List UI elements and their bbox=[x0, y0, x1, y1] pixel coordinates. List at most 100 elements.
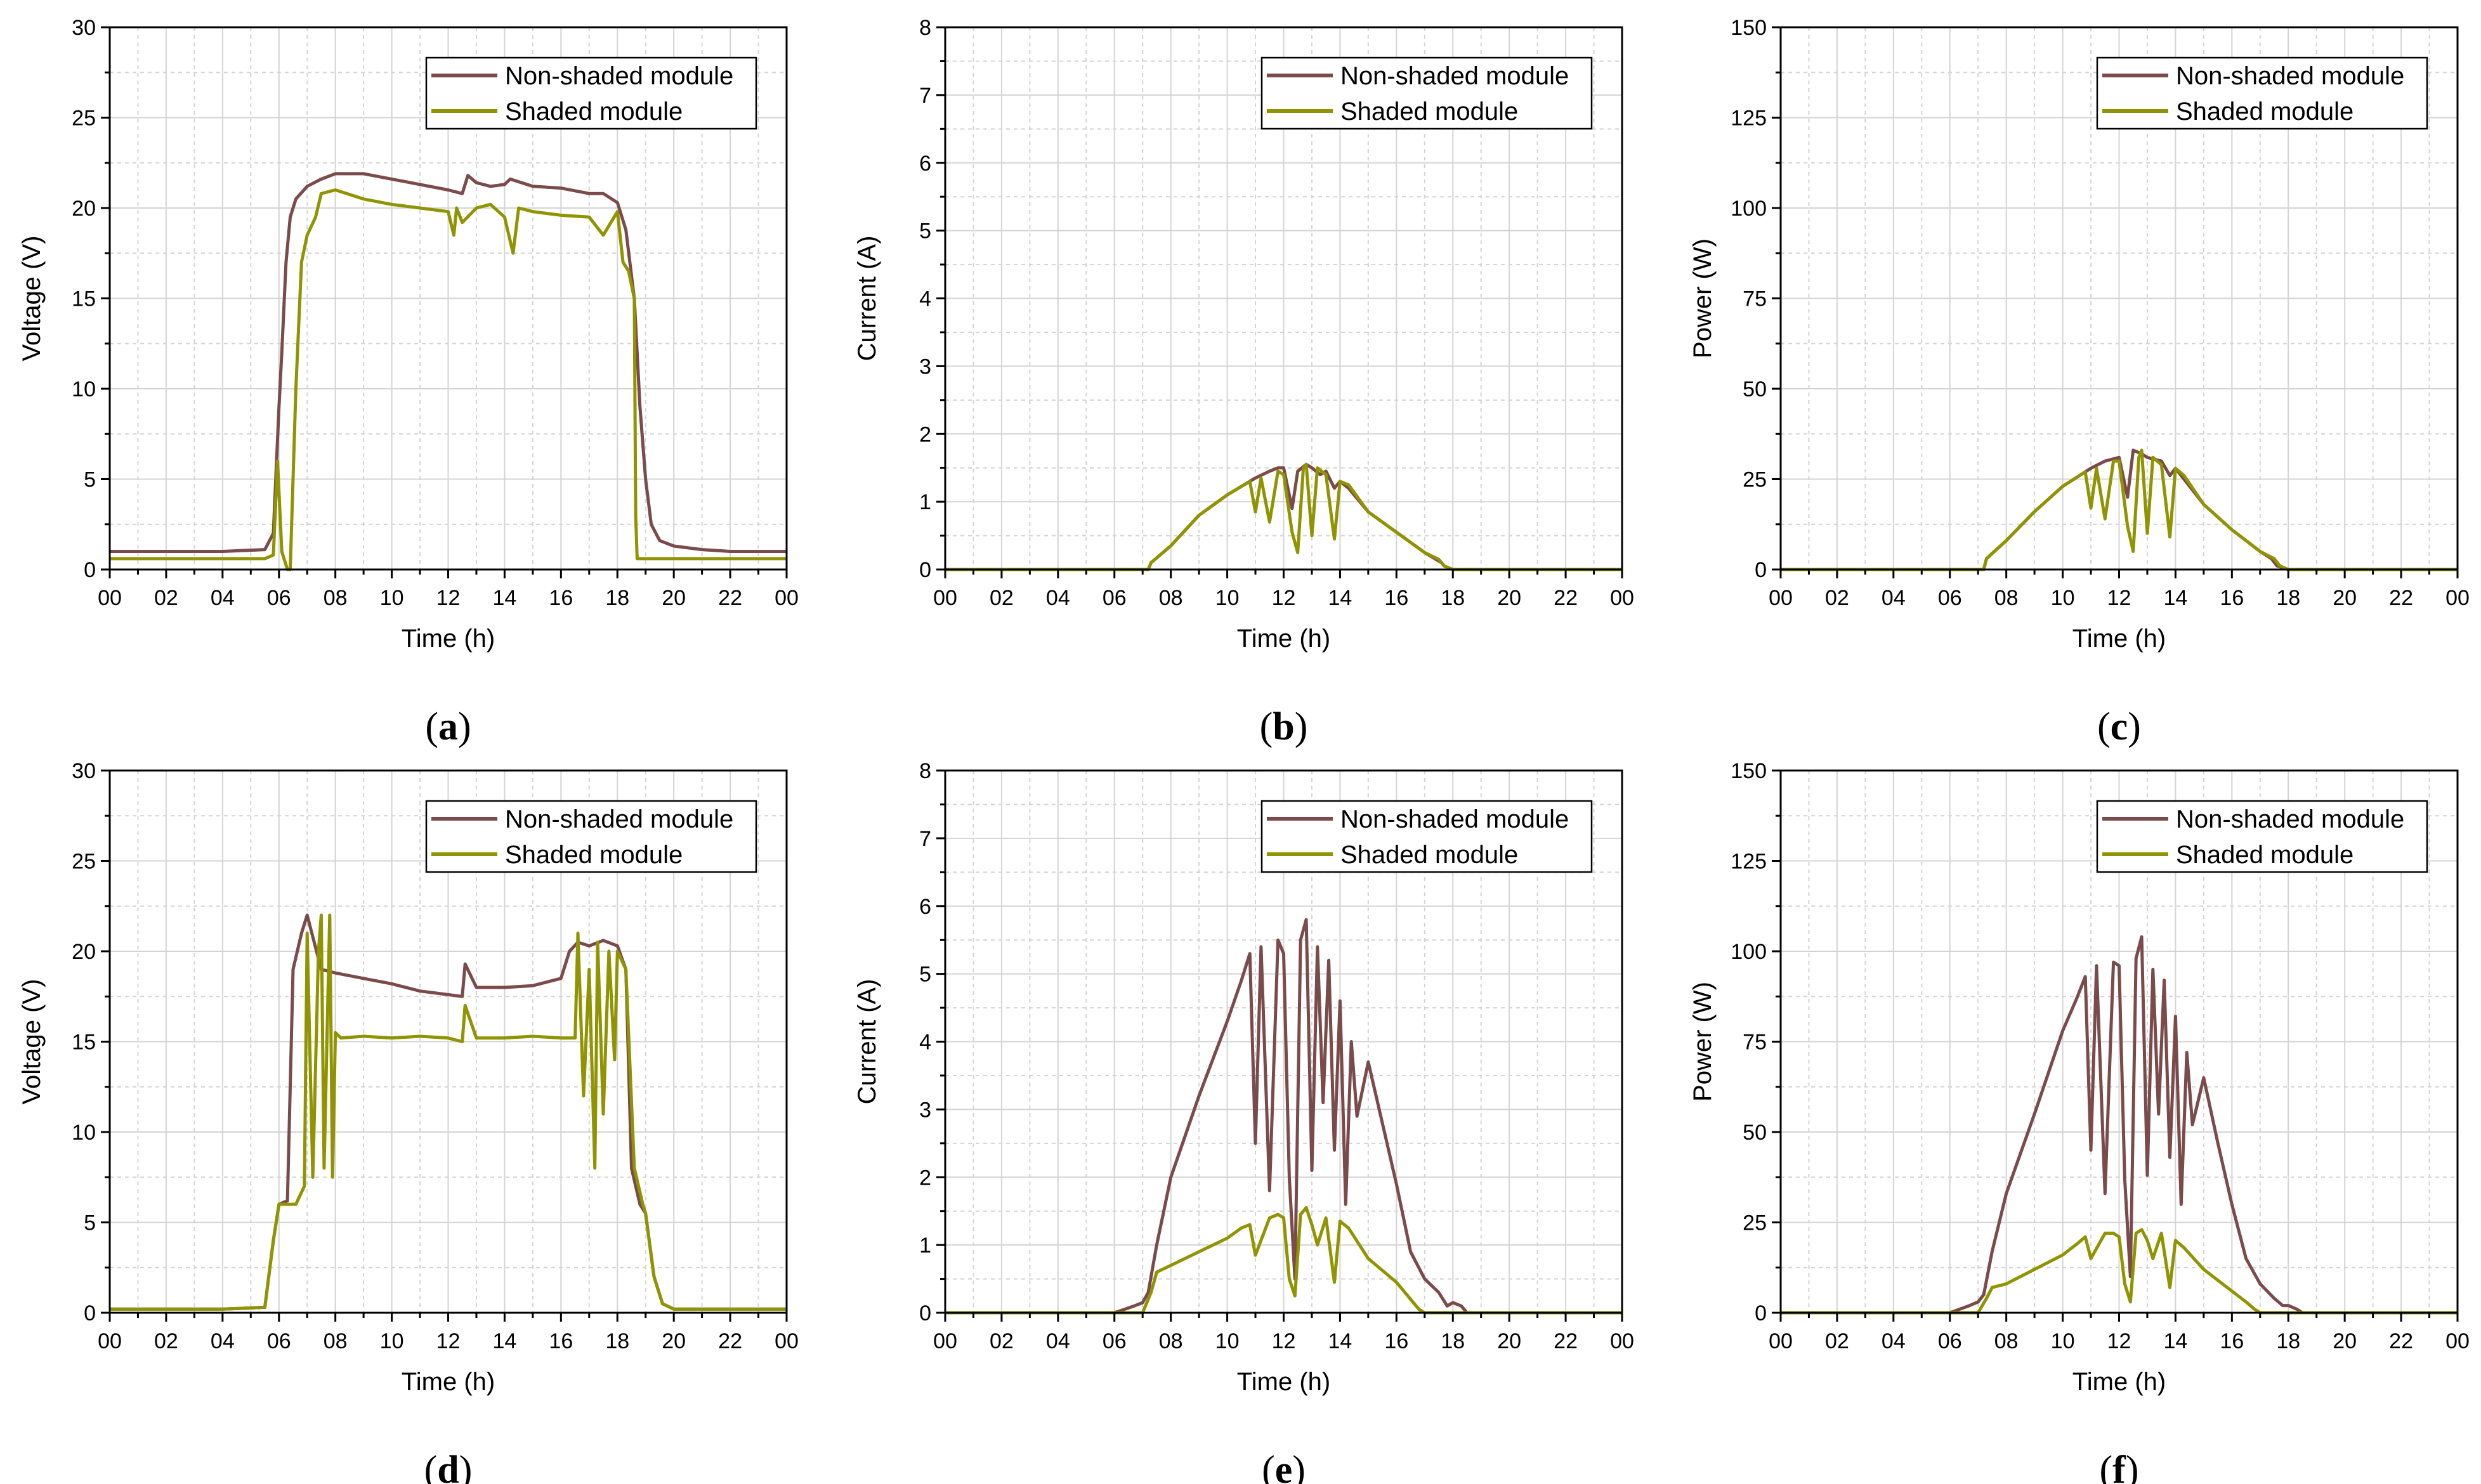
x-axis-label: Time (h) bbox=[1237, 625, 1330, 653]
y-tick-label: 2 bbox=[919, 1166, 931, 1190]
x-tick-label: 18 bbox=[2276, 1329, 2300, 1353]
x-tick-label: 08 bbox=[1159, 586, 1183, 610]
x-tick-label: 12 bbox=[1272, 586, 1296, 610]
x-tick-label: 20 bbox=[1497, 586, 1521, 610]
x-axis-label: Time (h) bbox=[1237, 1368, 1330, 1396]
legend-label: Non-shaded module bbox=[2176, 805, 2404, 833]
y-tick-label: 125 bbox=[1731, 850, 1767, 874]
panel-label: (b) bbox=[1260, 705, 1308, 748]
y-tick-label: 150 bbox=[1731, 16, 1767, 40]
x-axis-label: Time (h) bbox=[402, 1368, 495, 1396]
legend: Non-shaded module Shaded module bbox=[2096, 56, 2428, 130]
x-tick-label: 12 bbox=[1272, 1329, 1296, 1353]
x-tick-label: 02 bbox=[154, 1329, 178, 1353]
y-tick-label: 7 bbox=[919, 827, 931, 851]
x-tick-label: 20 bbox=[1497, 1329, 1521, 1353]
panel-label: (a) bbox=[425, 705, 471, 748]
x-tick-label: 12 bbox=[2107, 586, 2131, 610]
legend-box bbox=[2096, 56, 2428, 130]
y-tick-label: 1 bbox=[919, 1233, 931, 1258]
series-line-non-shaded bbox=[945, 918, 1622, 1315]
y-tick-label: 25 bbox=[1743, 1211, 1767, 1235]
x-tick-label: 06 bbox=[267, 586, 291, 610]
x-tick-label: 02 bbox=[990, 586, 1014, 610]
chart-panel-b: 00 02 04 06 08 10 12 14 16 18 20 22 00012345678Time … bbox=[853, 16, 1634, 748]
x-tick-label: 18 bbox=[1441, 586, 1465, 610]
panel-label: (c) bbox=[2097, 705, 2141, 748]
x-tick-label: 10 bbox=[380, 586, 404, 610]
legend-label: Shaded module bbox=[2176, 98, 2353, 126]
y-tick-label: 8 bbox=[919, 759, 931, 783]
legend-label: Shaded module bbox=[2176, 841, 2353, 869]
x-tick-label: 08 bbox=[1159, 1329, 1183, 1353]
x-tick-label: 14 bbox=[2164, 1329, 2188, 1353]
y-tick-label: 30 bbox=[72, 759, 96, 783]
y-tick-label: 25 bbox=[72, 850, 96, 874]
legend-label: Shaded module bbox=[505, 98, 683, 126]
x-tick-label: 00 bbox=[775, 586, 799, 610]
y-tick-label: 0 bbox=[919, 558, 931, 582]
series-line-non-shaded bbox=[110, 913, 787, 1311]
chart-panel-a: 00 02 04 06 08 10 12 14 16 18 20 22 00051015202530Ti… bbox=[18, 16, 799, 748]
x-tick-label: 16 bbox=[2220, 586, 2244, 610]
x-tick-label: 12 bbox=[2107, 1329, 2131, 1353]
legend-label: Non-shaded module bbox=[2176, 62, 2404, 90]
x-tick-label: 10 bbox=[2051, 586, 2075, 610]
x-tick-label: 00 bbox=[933, 1329, 957, 1353]
x-tick-label: 18 bbox=[2276, 586, 2300, 610]
legend-label: Shaded module bbox=[1340, 841, 1518, 869]
legend: Non-shaded module Shaded module bbox=[425, 800, 757, 873]
x-tick-label: 02 bbox=[1825, 586, 1849, 610]
x-tick-label: 10 bbox=[2051, 1329, 2075, 1353]
y-tick-label: 6 bbox=[919, 152, 931, 176]
legend-label: Non-shaded module bbox=[505, 62, 733, 90]
series-line-shaded bbox=[1781, 1228, 2458, 1315]
x-tick-label: 00 bbox=[1769, 586, 1793, 610]
x-tick-label: 08 bbox=[1994, 1329, 2019, 1353]
series-line-shaded bbox=[110, 188, 787, 571]
y-tick-label: 5 bbox=[84, 468, 96, 492]
y-tick-label: 5 bbox=[919, 219, 931, 244]
y-tick-label: 8 bbox=[919, 16, 931, 40]
x-tick-label: 04 bbox=[1046, 586, 1070, 610]
x-axis-label: Time (h) bbox=[2072, 625, 2166, 653]
x-tick-label: 06 bbox=[1938, 586, 1962, 610]
y-tick-label: 25 bbox=[72, 107, 96, 131]
y-tick-label: 15 bbox=[72, 1031, 96, 1055]
y-tick-label: 30 bbox=[72, 16, 96, 40]
x-tick-label: 04 bbox=[1882, 1329, 1906, 1353]
y-axis-label: Voltage (V) bbox=[18, 236, 46, 361]
x-tick-label: 20 bbox=[2333, 1329, 2357, 1353]
x-tick-label: 22 bbox=[1554, 586, 1578, 610]
legend-label: Non-shaded module bbox=[1340, 62, 1569, 90]
x-tick-label: 14 bbox=[493, 1329, 517, 1353]
x-axis-label: Time (h) bbox=[2072, 1368, 2166, 1396]
y-tick-label: 50 bbox=[1743, 1121, 1767, 1145]
y-tick-label: 50 bbox=[1743, 377, 1767, 401]
legend-label: Shaded module bbox=[1340, 98, 1518, 126]
panel-label: (f) bbox=[2100, 1448, 2139, 1484]
y-tick-label: 0 bbox=[919, 1301, 931, 1325]
x-tick-label: 08 bbox=[1994, 586, 2019, 610]
legend: Non-shaded module Shaded module bbox=[2096, 800, 2428, 873]
x-tick-label: 14 bbox=[1328, 1329, 1352, 1353]
y-axis-label: Current (A) bbox=[853, 236, 881, 361]
series-line-shaded bbox=[1781, 448, 2458, 571]
x-tick-label: 14 bbox=[493, 586, 517, 610]
y-tick-label: 20 bbox=[72, 197, 96, 221]
x-tick-label: 04 bbox=[211, 1329, 235, 1353]
x-tick-label: 06 bbox=[1103, 1329, 1127, 1353]
x-tick-label: 00 bbox=[775, 1329, 799, 1353]
y-tick-label: 3 bbox=[919, 355, 931, 379]
legend: Non-shaded module Shaded module bbox=[425, 56, 757, 130]
x-tick-label: 16 bbox=[1384, 586, 1408, 610]
legend-label: Non-shaded module bbox=[1340, 805, 1569, 833]
series-line-non-shaded bbox=[110, 172, 787, 553]
y-tick-label: 15 bbox=[72, 287, 96, 311]
y-tick-label: 125 bbox=[1731, 107, 1767, 131]
y-tick-label: 20 bbox=[72, 940, 96, 964]
x-tick-label: 02 bbox=[990, 1329, 1014, 1353]
legend-box bbox=[2096, 800, 2428, 873]
y-tick-label: 3 bbox=[919, 1098, 931, 1122]
